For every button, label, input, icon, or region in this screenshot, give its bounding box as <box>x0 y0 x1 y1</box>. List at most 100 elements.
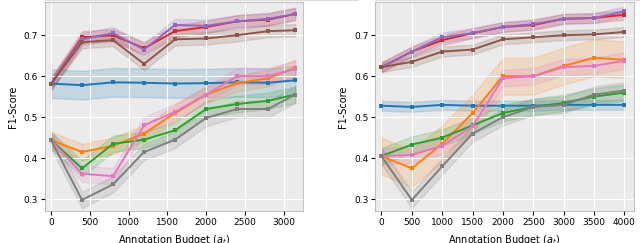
CE + Random <box>408 143 415 146</box>
CE + Entropy <box>140 132 148 135</box>
CE + Entropy <box>621 58 628 61</box>
Random <box>438 165 446 168</box>
CT_VOG ($m = 0$) + Coreset <box>264 18 272 21</box>
Line: Entropy: Entropy <box>379 58 627 158</box>
ALC w/ CT (Bernhardt et al.) <box>291 79 299 82</box>
Entropy <box>172 110 179 113</box>
CT_VOG ($m = 0$) + Random <box>109 39 117 42</box>
CT_VOG ($m = 0.2$) + Coreset <box>378 66 385 69</box>
CT_VOG ($m = 0.2$) + Entropy <box>560 17 568 20</box>
Line: Entropy: Entropy <box>49 66 298 179</box>
Random <box>378 155 385 157</box>
Line: CT_VOG ($m = 0$) + Entropy: CT_VOG ($m = 0$) + Entropy <box>49 11 298 87</box>
CE + Entropy <box>202 93 210 96</box>
CE + Entropy <box>78 150 86 153</box>
CT_VOG ($m = 0$) + Random <box>264 30 272 33</box>
CT_VOG ($m = 0$) + Entropy <box>172 24 179 26</box>
Entropy <box>378 155 385 157</box>
CE + Entropy <box>264 77 272 80</box>
CT_VOG ($m = 0$) + Entropy <box>234 20 241 23</box>
Line: CT_VOG ($m = 0.2$) + Random: CT_VOG ($m = 0.2$) + Random <box>379 29 627 69</box>
Entropy <box>529 75 537 78</box>
X-axis label: Annotation Budget ($a_t$): Annotation Budget ($a_t$) <box>118 233 230 243</box>
CT_VOG ($m = 0$) + Random <box>78 41 86 44</box>
CT_VOG ($m = 0.2$) + Coreset <box>590 17 598 19</box>
ALC w/ CT (Bernhardt et al.) <box>499 104 507 107</box>
CT_VOG ($m = 0$) + Coreset <box>234 20 241 23</box>
Random <box>109 183 117 186</box>
CE + Entropy <box>234 82 241 85</box>
Entropy <box>408 153 415 156</box>
CT_VOG ($m = 0.2$) + Entropy <box>438 36 446 39</box>
ALC w/ CT (Bernhardt et al.) <box>264 81 272 84</box>
ALC w/ CT (Bernhardt et al.) <box>78 84 86 87</box>
CT_VOG ($m = 0$) + Coreset <box>109 34 117 37</box>
CT_VOG ($m = 0.2$) + Coreset <box>560 17 568 20</box>
ALC w/ CT (Bernhardt et al.) <box>468 104 476 107</box>
CT_VOG ($m = 0.2$) + Random <box>560 34 568 37</box>
Random <box>560 104 568 106</box>
CE + Random <box>438 136 446 139</box>
CE + Entropy <box>499 75 507 78</box>
CE + Random <box>202 107 210 110</box>
Random <box>172 138 179 141</box>
CE + Entropy <box>468 112 476 114</box>
CE + Random <box>264 99 272 102</box>
Line: Random: Random <box>49 92 298 202</box>
CT_VOG ($m = 0$) + Random <box>291 29 299 32</box>
Entropy <box>47 139 55 142</box>
CT_VOG ($m = 0.2$) + Entropy <box>468 32 476 35</box>
CE + Random <box>468 124 476 127</box>
CE + Random <box>560 101 568 104</box>
ALC w/ CT (Bernhardt et al.) <box>109 81 117 84</box>
CT_VOG ($m = 0.2$) + Coreset <box>438 39 446 42</box>
Entropy <box>78 172 86 175</box>
Entropy <box>140 124 148 127</box>
Random <box>47 139 55 142</box>
CT_VOG ($m = 0$) + Coreset <box>78 36 86 39</box>
CT_VOG ($m = 0$) + Coreset <box>172 30 179 33</box>
ALC w/ CT (Bernhardt et al.) <box>202 82 210 85</box>
CT_VOG ($m = 0.2$) + Entropy <box>590 17 598 19</box>
CT_VOG ($m = 0.2$) + Random <box>378 66 385 69</box>
CT_VOG ($m = 0$) + Entropy <box>291 12 299 15</box>
CE + Entropy <box>529 75 537 78</box>
ALC w/ CT (Bernhardt et al.) <box>590 104 598 106</box>
CT_VOG ($m = 0$) + Coreset <box>202 26 210 28</box>
CT_VOG ($m = 0$) + Random <box>202 37 210 40</box>
CE + Entropy <box>172 112 179 114</box>
CE + Entropy <box>378 155 385 157</box>
Line: CT_VOG ($m = 0.2$) + Coreset: CT_VOG ($m = 0.2$) + Coreset <box>379 12 627 69</box>
Entropy <box>264 75 272 78</box>
Line: ALC w/ CT (Bernhardt et al.): ALC w/ CT (Bernhardt et al.) <box>379 103 627 109</box>
CT_VOG ($m = 0.2$) + Coreset <box>529 24 537 26</box>
CT_VOG ($m = 0$) + Coreset <box>140 47 148 50</box>
Random <box>202 117 210 120</box>
ALC w/ CT (Bernhardt et al.) <box>172 82 179 85</box>
Random <box>590 93 598 96</box>
X-axis label: Annotation Budget ($a_t$): Annotation Budget ($a_t$) <box>448 233 561 243</box>
CT_VOG ($m = 0.2$) + Random <box>408 61 415 63</box>
CT_VOG ($m = 0$) + Random <box>47 83 55 86</box>
Line: CE + Random: CE + Random <box>379 90 627 158</box>
Entropy <box>438 144 446 147</box>
CE + Entropy <box>438 142 446 145</box>
CT_VOG ($m = 0.2$) + Entropy <box>378 66 385 69</box>
CT_VOG ($m = 0$) + Coreset <box>47 83 55 86</box>
CE + Random <box>529 105 537 108</box>
CT_VOG ($m = 0.2$) + Entropy <box>529 23 537 26</box>
Random <box>499 116 507 119</box>
Entropy <box>202 93 210 96</box>
Y-axis label: F1-Score: F1-Score <box>339 86 348 128</box>
ALC w/ CT (Bernhardt et al.) <box>438 104 446 106</box>
Line: CT_VOG ($m = 0.2$) + Entropy: CT_VOG ($m = 0.2$) + Entropy <box>379 9 627 69</box>
CT_VOG ($m = 0$) + Entropy <box>47 83 55 86</box>
CT_VOG ($m = 0.2$) + Entropy <box>408 50 415 53</box>
ALC w/ CT (Bernhardt et al.) <box>621 104 628 106</box>
Line: ALC w/ CT (Bernhardt et al.): ALC w/ CT (Bernhardt et al.) <box>49 78 298 88</box>
ALC w/ CT (Bernhardt et al.) <box>47 82 55 85</box>
Entropy <box>499 77 507 80</box>
ALC w/ CT (Bernhardt et al.) <box>234 81 241 84</box>
ALC w/ CT (Bernhardt et al.) <box>378 104 385 107</box>
ALC w/ CT (Bernhardt et al.) <box>408 105 415 108</box>
